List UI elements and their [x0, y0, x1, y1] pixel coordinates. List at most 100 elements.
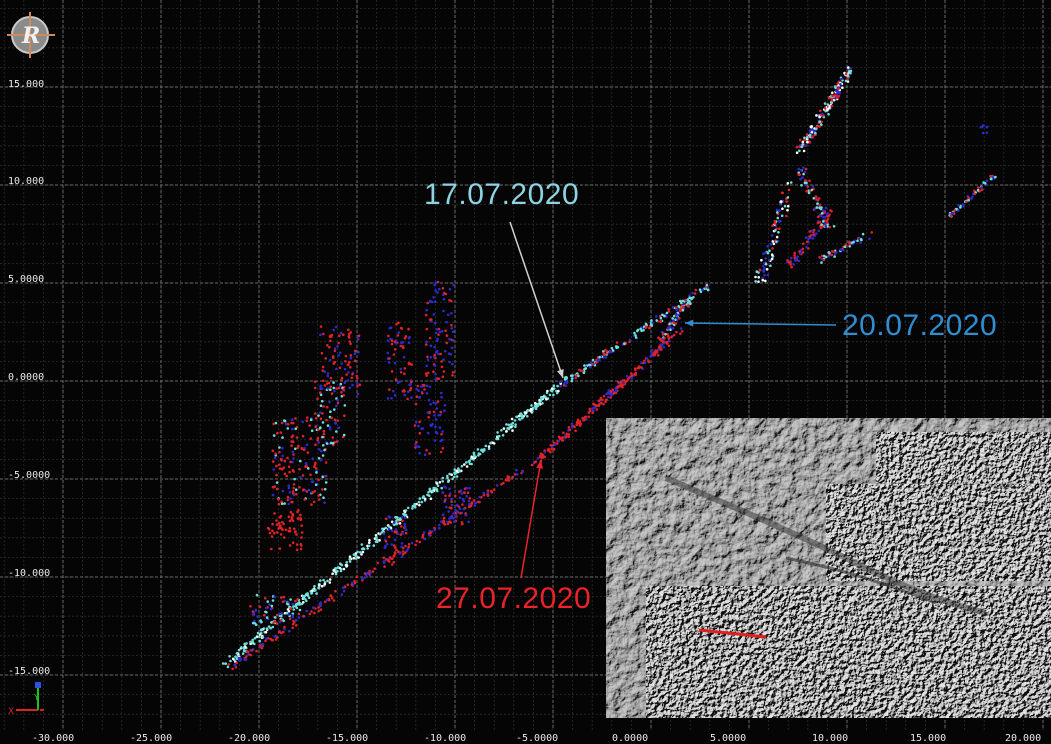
point [450, 473, 454, 477]
x-tick-label: 20.000 [1005, 733, 1042, 744]
point [450, 323, 453, 327]
point [836, 96, 839, 99]
point [587, 411, 591, 414]
point [355, 374, 359, 378]
point [306, 416, 309, 419]
point [287, 486, 291, 490]
point [976, 188, 980, 192]
point [799, 251, 802, 255]
point [651, 321, 655, 325]
point [294, 530, 297, 533]
point [776, 216, 780, 220]
point [823, 102, 827, 105]
point [667, 339, 671, 343]
point [682, 302, 685, 306]
point [344, 360, 347, 363]
point [328, 400, 331, 404]
point [399, 326, 403, 330]
point [340, 391, 343, 394]
point [458, 496, 462, 500]
point [440, 391, 443, 395]
point [442, 370, 446, 373]
point [550, 447, 553, 451]
point [274, 638, 278, 641]
point [440, 432, 443, 436]
point [326, 424, 330, 427]
x-tick-label: -30.000 [32, 733, 75, 744]
point [355, 557, 358, 560]
point [423, 388, 426, 391]
point [671, 306, 675, 309]
point [271, 485, 275, 489]
point [394, 378, 398, 381]
point [324, 357, 328, 360]
point [418, 431, 422, 435]
point [797, 259, 801, 263]
point [272, 468, 276, 471]
point [414, 543, 417, 547]
point [291, 602, 295, 606]
point [353, 352, 357, 356]
point [803, 136, 806, 140]
point [427, 416, 431, 419]
point [283, 419, 287, 423]
point [771, 247, 774, 250]
point [321, 435, 324, 439]
point [308, 424, 312, 427]
point [311, 480, 315, 484]
point [410, 396, 413, 399]
point [439, 439, 442, 443]
point [789, 260, 792, 263]
point [817, 215, 820, 219]
point [425, 308, 428, 312]
point [291, 614, 295, 617]
point [291, 541, 295, 544]
point [591, 407, 594, 410]
point [396, 381, 400, 385]
point [980, 186, 983, 189]
point [448, 506, 452, 510]
point [283, 502, 286, 505]
point [258, 605, 262, 609]
point [454, 508, 457, 512]
point [290, 421, 293, 425]
point [363, 572, 367, 575]
point [392, 353, 396, 356]
point [349, 342, 352, 346]
point [430, 424, 433, 428]
point [583, 364, 586, 367]
point [424, 313, 428, 317]
point [429, 403, 433, 406]
point [583, 418, 586, 422]
point [831, 91, 834, 95]
point [264, 639, 267, 643]
point [552, 384, 556, 388]
point [416, 384, 420, 388]
point [306, 594, 310, 597]
point [356, 550, 359, 554]
point [675, 306, 678, 310]
point [340, 376, 344, 380]
point [602, 394, 606, 398]
point [949, 214, 953, 218]
point [393, 393, 397, 397]
point [427, 532, 431, 535]
point [281, 454, 284, 458]
point [443, 499, 447, 502]
point [281, 600, 285, 604]
point [770, 257, 774, 261]
point [285, 611, 289, 615]
point [500, 429, 503, 432]
point [342, 394, 346, 397]
point [418, 540, 422, 544]
point [325, 598, 329, 602]
point [261, 642, 265, 646]
point [348, 558, 352, 561]
point [441, 480, 445, 483]
point [289, 607, 293, 610]
point [260, 628, 263, 631]
point [327, 381, 331, 385]
point [852, 240, 855, 244]
point [651, 348, 654, 352]
